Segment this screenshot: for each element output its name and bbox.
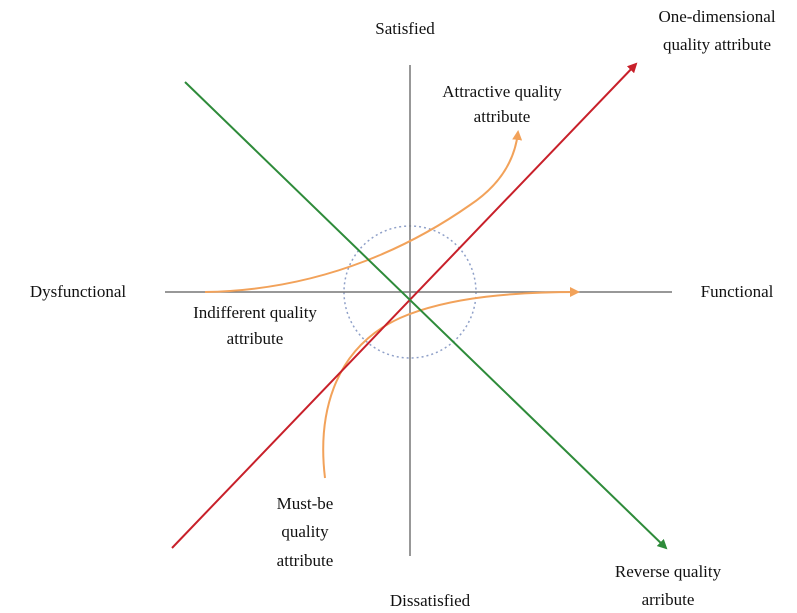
reverse-line [184, 81, 668, 550]
axis-label: Satisfied [375, 19, 435, 38]
curve-label: quality attribute [663, 35, 771, 54]
must-be-curve [322, 287, 580, 479]
curve-label: attribute [227, 329, 284, 348]
curve-label: arribute [642, 590, 695, 609]
axis-label: Dissatisfied [390, 591, 471, 610]
curve-label: Must-be [277, 494, 334, 513]
one-dimensional-line [171, 62, 638, 549]
curve-label: One-dimensional [658, 7, 775, 26]
curve-label: quality [281, 522, 329, 541]
curve-label: Indifferent quality [193, 303, 317, 322]
axis-label: Functional [701, 282, 774, 301]
curve-label: Attractive quality [442, 82, 562, 101]
curve-label: attribute [277, 551, 334, 570]
curve-label: Reverse quality [615, 562, 722, 581]
axis-label: Dysfunctional [30, 282, 127, 301]
curve-label: attribute [474, 107, 531, 126]
attractive-curve [204, 130, 523, 293]
